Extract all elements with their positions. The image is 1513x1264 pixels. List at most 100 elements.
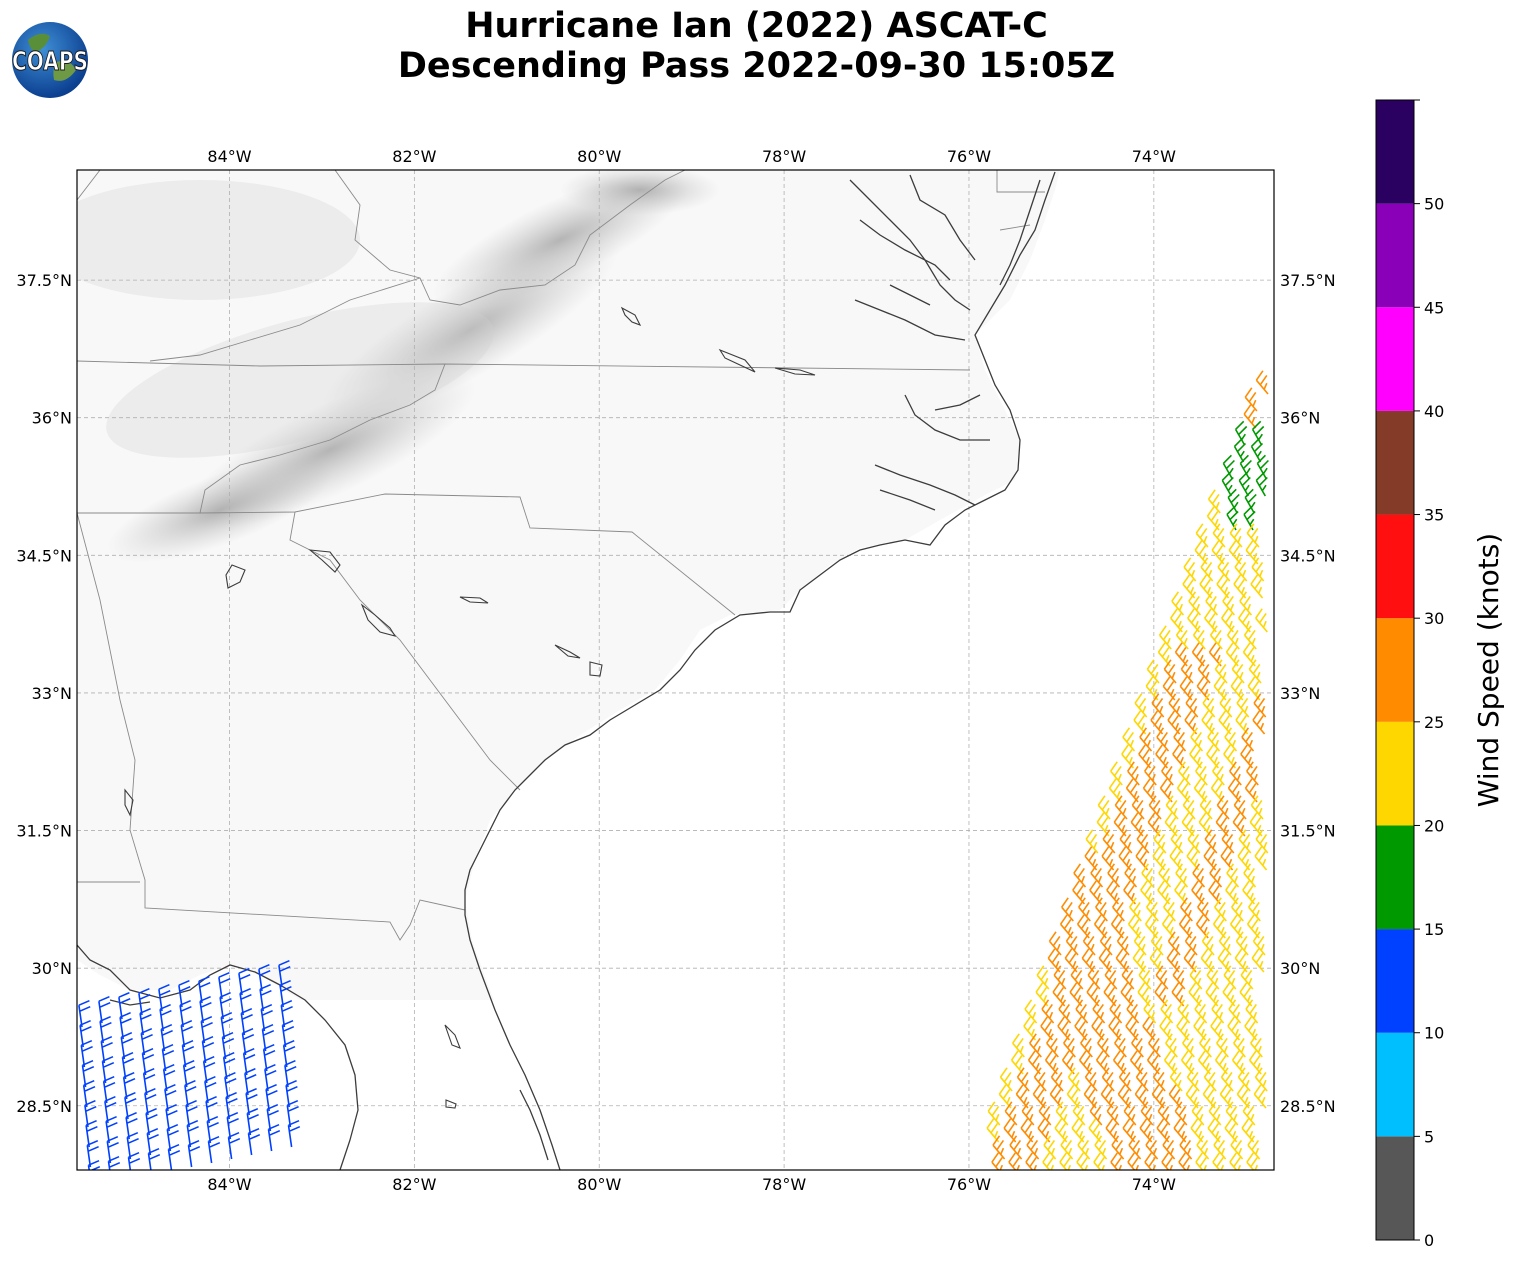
atlantic-barb-221 [1201,931,1215,956]
atlantic-barb-317 [1180,1050,1194,1075]
atlantic-barb-22 [1246,523,1260,548]
atlantic-barb-315 [1146,1050,1160,1075]
atlantic-barb-115 [1108,778,1122,803]
atlantic-barb-388 [1026,1135,1040,1160]
figure-title: Hurricane Ian (2022) ASCAT-C Descending … [0,6,1513,86]
atlantic-barb-386 [992,1135,1006,1160]
atlantic-barb-379 [1139,1118,1153,1143]
gulf-barb-38 [181,1039,195,1068]
atlantic-barb-264 [1024,999,1038,1024]
colorbar-bin-1 [1376,1032,1414,1137]
atlantic-barb-432 [1241,1169,1243,1170]
atlantic-barb-202 [1093,914,1107,939]
atlantic-barb-152 [1221,829,1235,854]
atlantic-barb-220 [1184,931,1198,956]
atlantic-barb-131 [1216,795,1230,820]
atlantic-barb-392 [1094,1135,1108,1160]
atlantic-barb-126 [1131,795,1145,820]
gulf-barb-92 [167,1143,181,1170]
atlantic-barb-201 [1076,914,1090,939]
gulf-barb-27 [180,1019,193,1048]
atlantic-barb-261 [1205,982,1219,1007]
atlantic-barb-193 [1146,897,1159,922]
atlantic-barb-86 [1201,710,1215,735]
atlantic-barb-97 [1241,727,1255,752]
atlantic-barb-75 [1151,693,1165,718]
colorbar-tick-label-7: 35 [1424,506,1444,525]
atlantic-barb-408 [1093,1152,1106,1170]
wind-barbs [78,370,1269,1170]
atlantic-barb-187 [1242,880,1256,905]
atlantic-barb-238 [1036,965,1050,990]
atlantic-barb-134 [1096,812,1110,837]
gulf-barb-24 [120,1031,133,1060]
gulf-barb-8 [238,967,251,996]
atlantic-barb-176 [1243,863,1257,888]
atlantic-barb-412 [1161,1152,1174,1170]
gulf-barb-87 [286,1099,299,1128]
atlantic-barb-417 [1246,1152,1259,1170]
atlantic-barb-348 [1168,1084,1182,1109]
gulf-barb-11 [79,1019,92,1048]
gulf-barb-42 [261,1023,275,1052]
atlantic-barb-48 [1158,625,1172,650]
atlantic-barb-398 [1196,1135,1210,1160]
atlantic-barb-140 [1198,812,1212,837]
gulf-barb-18 [219,991,232,1020]
atlantic-barb-110 [1178,761,1191,786]
atlantic-barb-103 [1206,744,1220,769]
atlantic-barb-178 [1089,880,1103,905]
gulf-barb-34 [101,1055,115,1084]
gulf-barb-73 [225,1091,238,1120]
atlantic-barb-420 [1037,1169,1039,1170]
lon-label-bottom-5: 74°W [1132,1175,1176,1194]
longitude-labels: 84°W 84°W 82°W 82°W 80°W 80°W 78°W 78°W 76°W 76°W… [207,147,1176,1194]
atlantic-barb-168 [1107,863,1121,888]
latitude-labels: 37.5°N 37.5°N 36°N 36°N 34.5°N 34.5°N 33°N 33°N… [16,271,1335,1116]
atlantic-barb-172 [1175,863,1189,888]
colorbar-tick-label-5: 25 [1424,713,1444,732]
atlantic-barb-161 [1186,846,1200,871]
atlantic-barb-107 [1127,761,1140,786]
atlantic-barb-159 [1152,846,1166,871]
atlantic-barb-198 [1231,897,1244,922]
gulf-barb-64 [264,1063,277,1092]
atlantic-barb-354 [987,1101,1001,1126]
atlantic-barb-339 [1015,1084,1029,1109]
gulf-barb-65 [284,1059,297,1088]
atlantic-barb-282 [1091,1016,1105,1041]
atlantic-barb-154 [1255,829,1269,854]
atlantic-barb-79 [1219,693,1233,718]
atlantic-barb-200 [1059,914,1073,939]
atlantic-barb-319 [1214,1050,1228,1075]
gulf-barb-47 [142,1067,156,1096]
gulf-barb-16 [179,999,192,1028]
atlantic-barb-213 [1065,931,1079,956]
atlantic-barb-54 [1157,642,1171,667]
gulf-barb-29 [220,1011,233,1040]
atlantic-barb-248 [1206,965,1220,990]
atlantic-barb-269 [1109,999,1123,1024]
atlantic-barb-92 [1156,727,1170,752]
atlantic-barb-370 [986,1118,1000,1143]
atlantic-barb-411 [1144,1152,1157,1170]
atlantic-barb-301 [1165,1033,1178,1058]
atlantic-barb-138 [1164,812,1178,837]
atlantic-barb-149 [1170,829,1184,854]
atlantic-barb-233 [1183,948,1197,973]
atlantic-barb-121 [1210,778,1224,803]
atlantic-barb-318 [1197,1050,1211,1075]
atlantic-barb-338 [998,1084,1012,1109]
atlantic-barb-313 [1112,1050,1126,1075]
lat-label-left-1: 36°N [32,409,72,428]
colorbar-tick-label-2: 10 [1424,1024,1444,1043]
gulf-barb-61 [204,1075,217,1104]
atlantic-barb-258 [1154,982,1168,1007]
title-line-2: Descending Pass 2022-09-30 15:05Z [397,46,1116,86]
atlantic-barb-299 [1131,1033,1144,1058]
colorbar-bin-8 [1376,307,1414,411]
atlantic-barb-41 [1239,591,1253,616]
gulf-barb-48 [162,1063,176,1092]
atlantic-barb-9 [1256,454,1269,480]
gulf-barb-5 [178,979,191,1008]
